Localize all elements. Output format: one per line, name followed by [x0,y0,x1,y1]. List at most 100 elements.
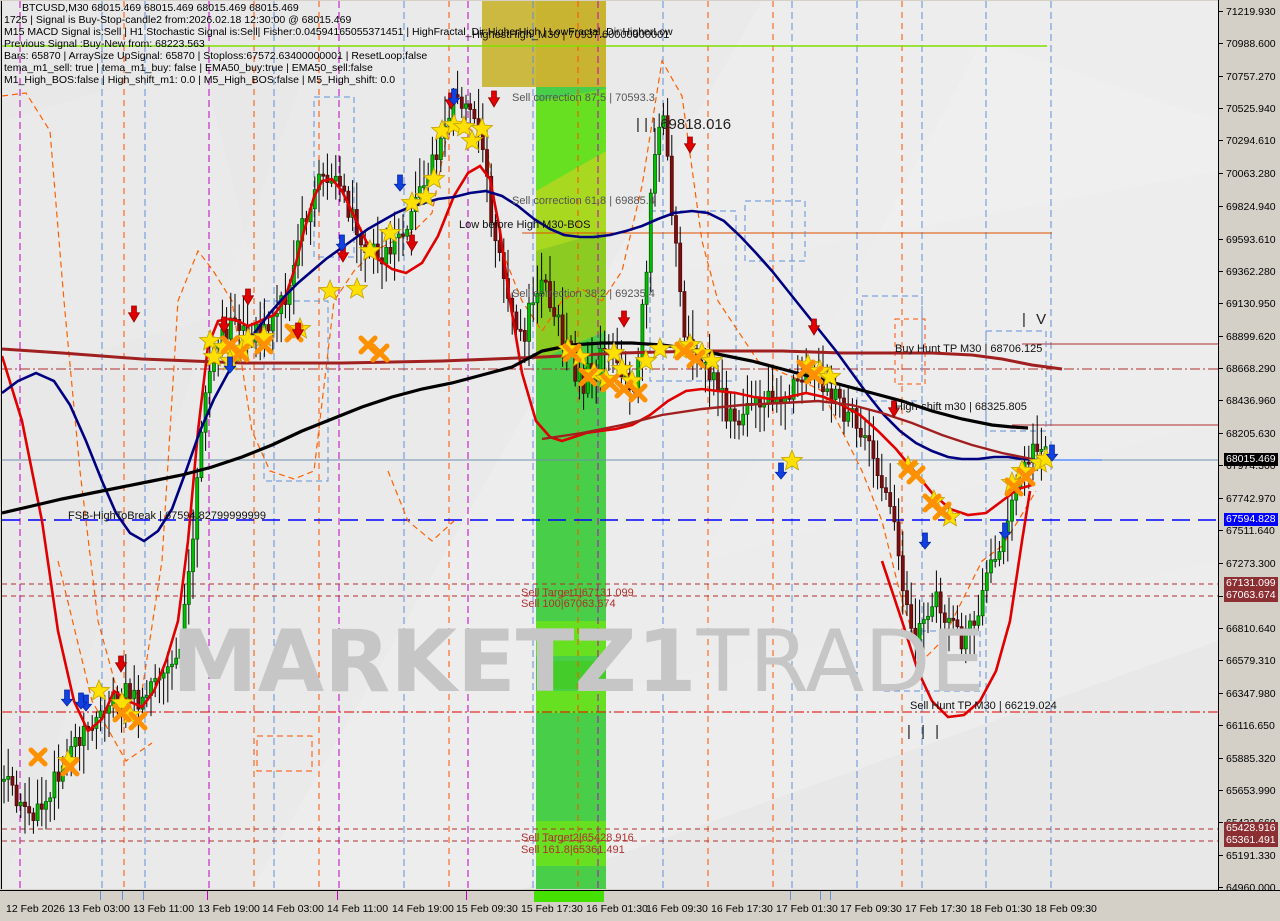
star-marker [198,328,222,351]
sell-arrow-marker [291,322,305,340]
price-tick: 68205.630 [1219,428,1280,440]
chart-label: Sell correction 61.8 | 69885.4 [512,195,655,207]
buy-arrow-marker [774,462,788,480]
time-tick: 17 Feb 09:30 [840,903,902,915]
price-tick: 70988.600 [1219,38,1280,50]
time-mark [466,891,467,900]
time-tick: 18 Feb 01:30 [970,903,1032,915]
chart-label: Sell 100|67063.674 [521,598,616,610]
info-line-2: M15 MACD Signal is:Sell | H1 Stochastic … [4,26,673,38]
price-badge[interactable]: 67594.828 [1224,513,1278,526]
chart-label: | V [1022,311,1050,328]
cross-marker [614,379,634,399]
price-tick: 66579.310 [1219,655,1280,667]
signal-markers [28,88,1059,777]
star-marker [780,448,804,471]
time-tick: 16 Feb 17:30 [711,903,773,915]
star-marker [378,220,402,243]
star-marker [470,116,494,139]
time-axis[interactable]: 12 Feb 2026 13 Feb 03:00 13 Feb 11:00 13 Fe… [0,890,1280,921]
sell-arrow-marker [807,318,821,336]
chart-label: Sell correction 87.5 | 70593.3 [512,92,655,104]
time-tick: 14 Feb 03:00 [262,903,324,915]
star-marker [460,128,484,151]
chart-label: FSB-HighToBreak | 67594.82799999999 [68,510,266,522]
price-badge[interactable]: 67131.099 [1224,577,1278,590]
price-tick: 67273.300 [1219,558,1280,570]
cross-marker [600,373,620,393]
cross-marker [562,343,582,363]
price-tick: 70757.270 [1219,71,1280,83]
time-tick: 14 Feb 19:00 [392,903,454,915]
time-mark [337,891,338,900]
cross-marker [28,747,48,767]
sell-arrow-marker [241,288,255,306]
chart-canvas [2,1,1218,889]
price-tick: 71219.930 [1219,6,1280,18]
price-tick: 69593.610 [1219,234,1280,246]
buy-arrow-marker [918,532,932,550]
info-line-5: tema_m1_sell: true | tema_m1_buy: false … [4,62,373,74]
chart-label: Sell Target1|67131.099 [521,587,634,599]
time-mark [830,891,831,900]
price-badge[interactable]: 67063.674 [1224,589,1278,602]
star-marker [700,348,724,371]
cross-marker [112,703,132,723]
info-line-0: BTCUSD,M30 68015.469 68015.469 68015.469… [22,2,299,14]
price-badge[interactable]: 68015.469 [1224,453,1278,466]
sell-arrow-marker [487,90,501,108]
buy-arrow-marker [393,174,407,192]
info-line-1: 1725 | Signal is Buy-Stop-candle2 from:2… [4,14,352,26]
sell-arrow-marker [683,136,697,154]
chart-label: Buy Hunt TP M30 | 68706.125 [895,343,1043,355]
price-tick: 69130.950 [1219,298,1280,310]
time-tick: 14 Feb 11:00 [327,903,389,915]
star-marker [602,340,626,363]
price-badge[interactable]: 65428.916 [1224,822,1278,835]
sell-arrow-marker [114,655,128,673]
chart-label: Sell correction 38.2 | 69235.4 [512,288,655,300]
time-tick: 15 Feb 17:30 [521,903,583,915]
buy-arrow-marker [447,88,461,106]
price-tick: 67742.970 [1219,493,1280,505]
time-mark [820,891,821,900]
time-tick: 16 Feb 09:30 [646,903,708,915]
buy-arrow-marker [1045,444,1059,462]
star-marker [400,190,424,213]
cross-marker [128,711,148,731]
cross-marker [906,465,926,485]
cross-marker [60,757,80,777]
chart-label: Low before High M30-BOS [459,219,591,231]
price-tick: 69362.280 [1219,266,1280,278]
price-badge[interactable]: 65361.491 [1224,834,1278,847]
watermark-rest: TRADE [696,612,985,712]
star-marker [345,276,369,299]
chart-info-header: BTCUSD,M30 68015.469 68015.469 68015.469… [4,2,673,86]
price-tick: 66116.650 [1219,720,1280,732]
cross-marker [1016,467,1036,487]
highest-high-label: HighestHigh_M30 | 70937.60000000001 [472,29,670,41]
star-marker [414,184,438,207]
watermark-one: 1 [636,612,697,712]
price-axis[interactable]: 71219.930 70988.600 70757.270 70525.940 7029… [1218,0,1280,894]
time-tick: 12 Feb 2026 [6,903,65,915]
time-mark [100,891,101,900]
chart-label: Sell 161.8|65361.491 [521,844,625,856]
price-tick: 70294.610 [1219,135,1280,147]
chart-label: High-shift m30 | 68325.805 [895,401,1027,413]
info-line-6: M1_High_BOS:false | High_shift_m1: 0.0 |… [4,74,396,86]
cross-marker [230,343,250,363]
price-tick: 67511.640 [1219,525,1280,537]
star-marker [422,166,446,189]
star-marker [318,278,342,301]
chart-plot-area[interactable]: MARKETZ1TRADE Sell correction 87.5 | 705… [1,1,1218,889]
sell-arrow-marker [127,305,141,323]
info-line-3: Previous Signal :Buy-New from: 68223.563 [4,38,205,50]
cross-marker [804,365,824,385]
time-mark [207,891,208,900]
cross-marker [932,501,952,521]
cross-marker [358,335,378,355]
star-marker [610,356,634,379]
buy-arrow-marker [74,692,88,710]
